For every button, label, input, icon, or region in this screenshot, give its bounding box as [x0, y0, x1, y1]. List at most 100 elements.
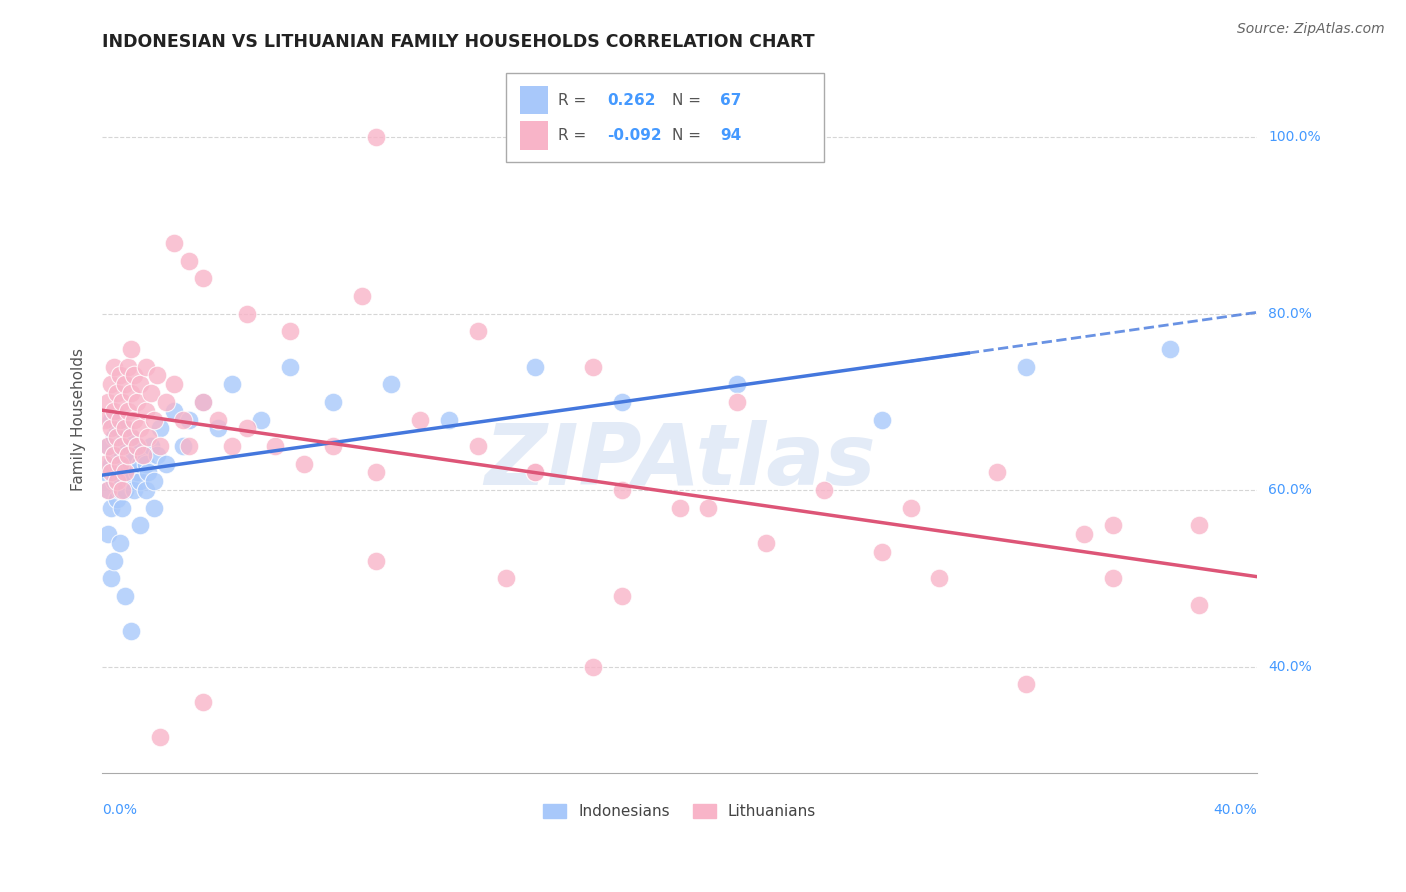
Text: R =: R =: [558, 93, 592, 108]
Point: [134, 359, 156, 374]
Text: INDONESIAN VS LITHUANIAN FAMILY HOUSEHOLDS CORRELATION CHART: INDONESIAN VS LITHUANIAN FAMILY HOUSEHOL…: [103, 33, 815, 51]
Point: [221, 377, 243, 392]
Point: [114, 377, 136, 392]
Point: [322, 439, 344, 453]
Point: [122, 483, 145, 498]
Text: 0.0%: 0.0%: [103, 804, 138, 817]
Point: [870, 545, 893, 559]
Text: 100.0%: 100.0%: [1268, 130, 1320, 144]
Point: [177, 439, 200, 453]
Point: [97, 395, 120, 409]
Point: [524, 466, 547, 480]
Point: [108, 368, 131, 383]
Text: Source: ZipAtlas.com: Source: ZipAtlas.com: [1237, 22, 1385, 37]
Point: [177, 412, 200, 426]
Point: [221, 439, 243, 453]
Point: [97, 483, 120, 498]
Point: [610, 395, 633, 409]
Point: [103, 403, 125, 417]
Point: [120, 342, 142, 356]
Point: [117, 439, 139, 453]
Point: [437, 412, 460, 426]
Point: [134, 457, 156, 471]
Point: [111, 500, 134, 515]
Point: [193, 395, 215, 409]
Point: [1188, 598, 1211, 612]
Point: [97, 483, 120, 498]
Point: [100, 421, 122, 435]
Point: [125, 466, 148, 480]
Point: [278, 359, 301, 374]
Point: [1101, 572, 1123, 586]
Point: [172, 439, 194, 453]
Point: [128, 475, 150, 489]
Point: [138, 430, 160, 444]
FancyBboxPatch shape: [520, 121, 548, 150]
Point: [235, 307, 257, 321]
Text: 80.0%: 80.0%: [1268, 307, 1312, 320]
Point: [350, 289, 373, 303]
Point: [610, 483, 633, 498]
Point: [149, 439, 172, 453]
Text: 60.0%: 60.0%: [1268, 483, 1312, 497]
Point: [97, 439, 120, 453]
Point: [128, 518, 150, 533]
Point: [114, 589, 136, 603]
Point: [103, 448, 125, 462]
Text: 40.0%: 40.0%: [1213, 804, 1257, 817]
Point: [105, 421, 128, 435]
Point: [103, 430, 125, 444]
Point: [1073, 527, 1095, 541]
Text: 67: 67: [720, 93, 741, 108]
Point: [120, 475, 142, 489]
Point: [114, 421, 136, 435]
Point: [155, 395, 177, 409]
Point: [105, 491, 128, 506]
Point: [105, 386, 128, 401]
Point: [870, 412, 893, 426]
Point: [1188, 518, 1211, 533]
Point: [100, 412, 122, 426]
Point: [524, 359, 547, 374]
Point: [725, 377, 748, 392]
Point: [138, 466, 160, 480]
Point: [103, 554, 125, 568]
Point: [103, 475, 125, 489]
Point: [177, 253, 200, 268]
Point: [108, 439, 131, 453]
Point: [111, 483, 134, 498]
Point: [120, 430, 142, 444]
Point: [1015, 359, 1038, 374]
Point: [117, 359, 139, 374]
Legend: Indonesians, Lithuanians: Indonesians, Lithuanians: [537, 797, 823, 825]
FancyBboxPatch shape: [520, 86, 548, 114]
Point: [125, 439, 148, 453]
Point: [292, 457, 315, 471]
Point: [122, 448, 145, 462]
Point: [97, 527, 120, 541]
Point: [322, 395, 344, 409]
Point: [146, 448, 169, 462]
Point: [409, 412, 432, 426]
Point: [105, 430, 128, 444]
Point: [725, 395, 748, 409]
Point: [250, 412, 273, 426]
Point: [108, 466, 131, 480]
Text: -0.092: -0.092: [607, 128, 661, 143]
Point: [125, 395, 148, 409]
Point: [100, 377, 122, 392]
Point: [146, 368, 169, 383]
Point: [697, 500, 720, 515]
Point: [582, 359, 605, 374]
Point: [120, 430, 142, 444]
Point: [103, 359, 125, 374]
Point: [235, 421, 257, 435]
Point: [380, 377, 402, 392]
Point: [108, 457, 131, 471]
Text: 40.0%: 40.0%: [1268, 660, 1312, 673]
Point: [105, 457, 128, 471]
Point: [141, 386, 163, 401]
Point: [128, 377, 150, 392]
Point: [128, 457, 150, 471]
Point: [582, 659, 605, 673]
